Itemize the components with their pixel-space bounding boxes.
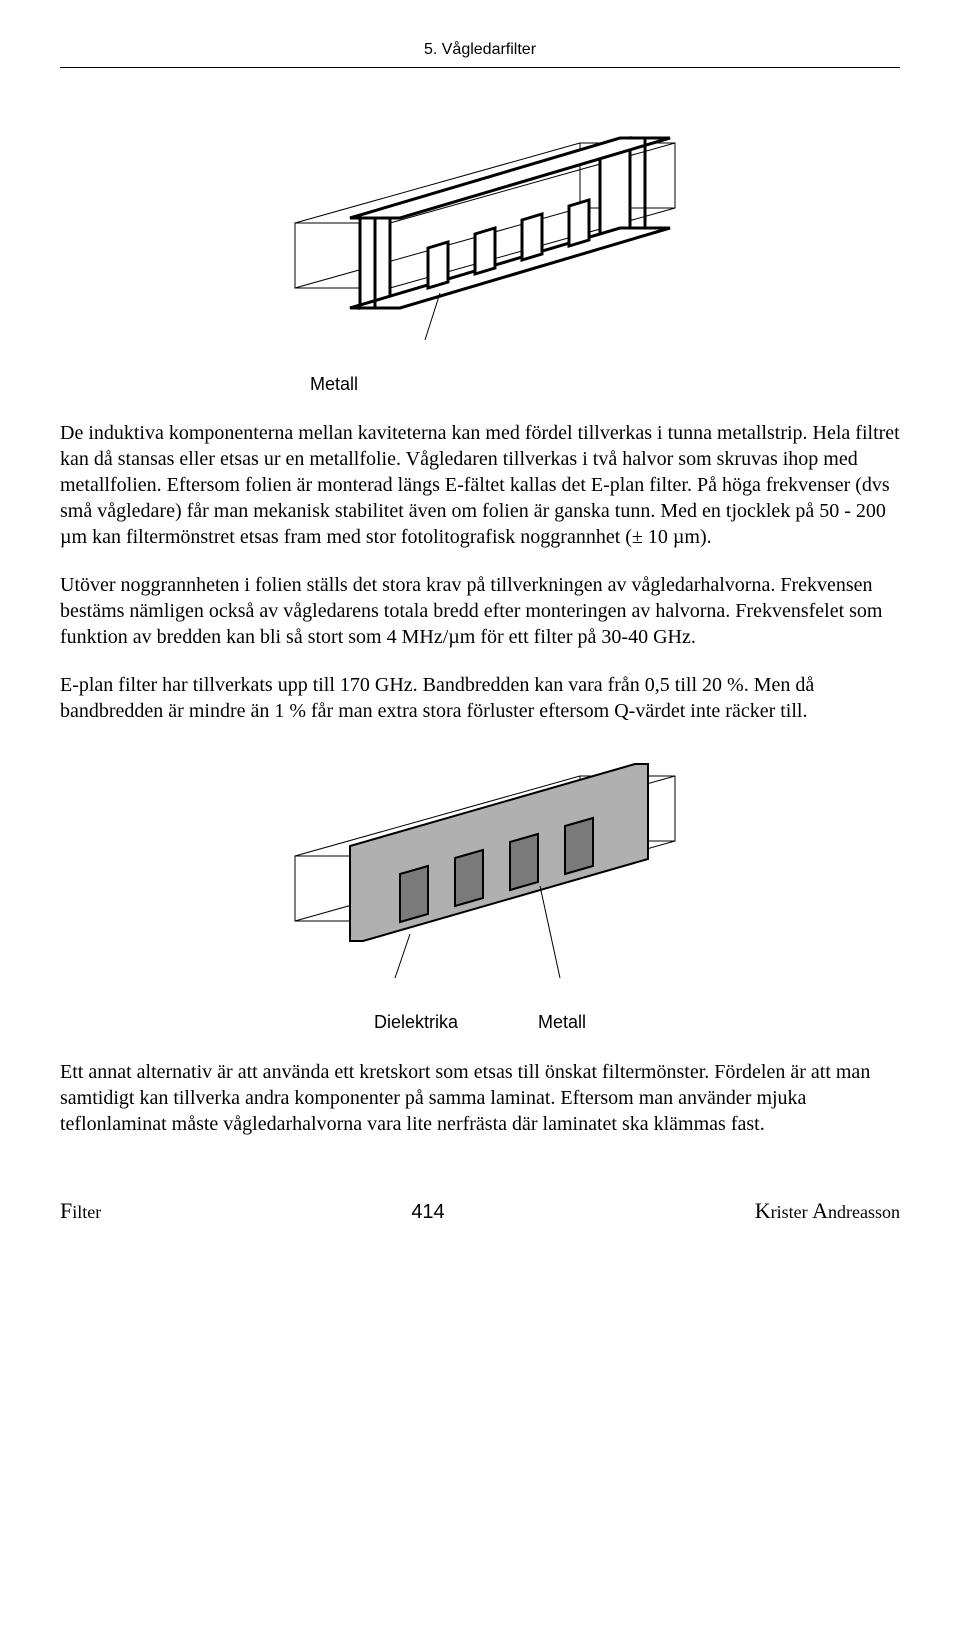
figure-2-caption-right: Metall (538, 1011, 586, 1034)
page-header: 5. Vågledarfilter (60, 40, 900, 68)
footer-right-mid: rister (771, 1202, 812, 1222)
footer-right-cap2: A (812, 1198, 828, 1223)
figure-1: Metall (60, 118, 900, 396)
paragraph-3: E-plan filter har tillverkats upp till 1… (60, 672, 900, 724)
footer-right-rest: ndreasson (828, 1202, 900, 1222)
footer-left: Filter (60, 1197, 101, 1226)
header-title: 5. Vågledarfilter (424, 41, 536, 58)
figure-2-caption-left: Dielektrika (374, 1011, 458, 1034)
figure-2-captions: Dielektrika Metall (60, 1011, 900, 1034)
footer-author: Krister Andreasson (755, 1197, 900, 1226)
page-footer: Filter 414 Krister Andreasson (60, 1197, 900, 1226)
dielectric-filter-diagram (240, 746, 720, 996)
footer-page-number: 414 (411, 1199, 444, 1225)
figure-2: Dielektrika Metall (60, 746, 900, 1034)
paragraph-2: Utöver noggrannheten i folien ställs det… (60, 572, 900, 650)
paragraph-4: Ett annat alternativ är att använda ett … (60, 1059, 900, 1137)
footer-right-cap1: K (755, 1198, 771, 1223)
eplan-filter-diagram (240, 118, 720, 358)
footer-left-rest: ilter (72, 1202, 101, 1222)
footer-left-cap: F (60, 1198, 72, 1223)
paragraph-1: De induktiva komponenterna mellan kavite… (60, 420, 900, 550)
figure-1-caption: Metall (310, 373, 900, 396)
